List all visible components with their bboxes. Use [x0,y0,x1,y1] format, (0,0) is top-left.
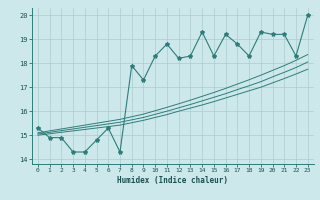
X-axis label: Humidex (Indice chaleur): Humidex (Indice chaleur) [117,176,228,185]
